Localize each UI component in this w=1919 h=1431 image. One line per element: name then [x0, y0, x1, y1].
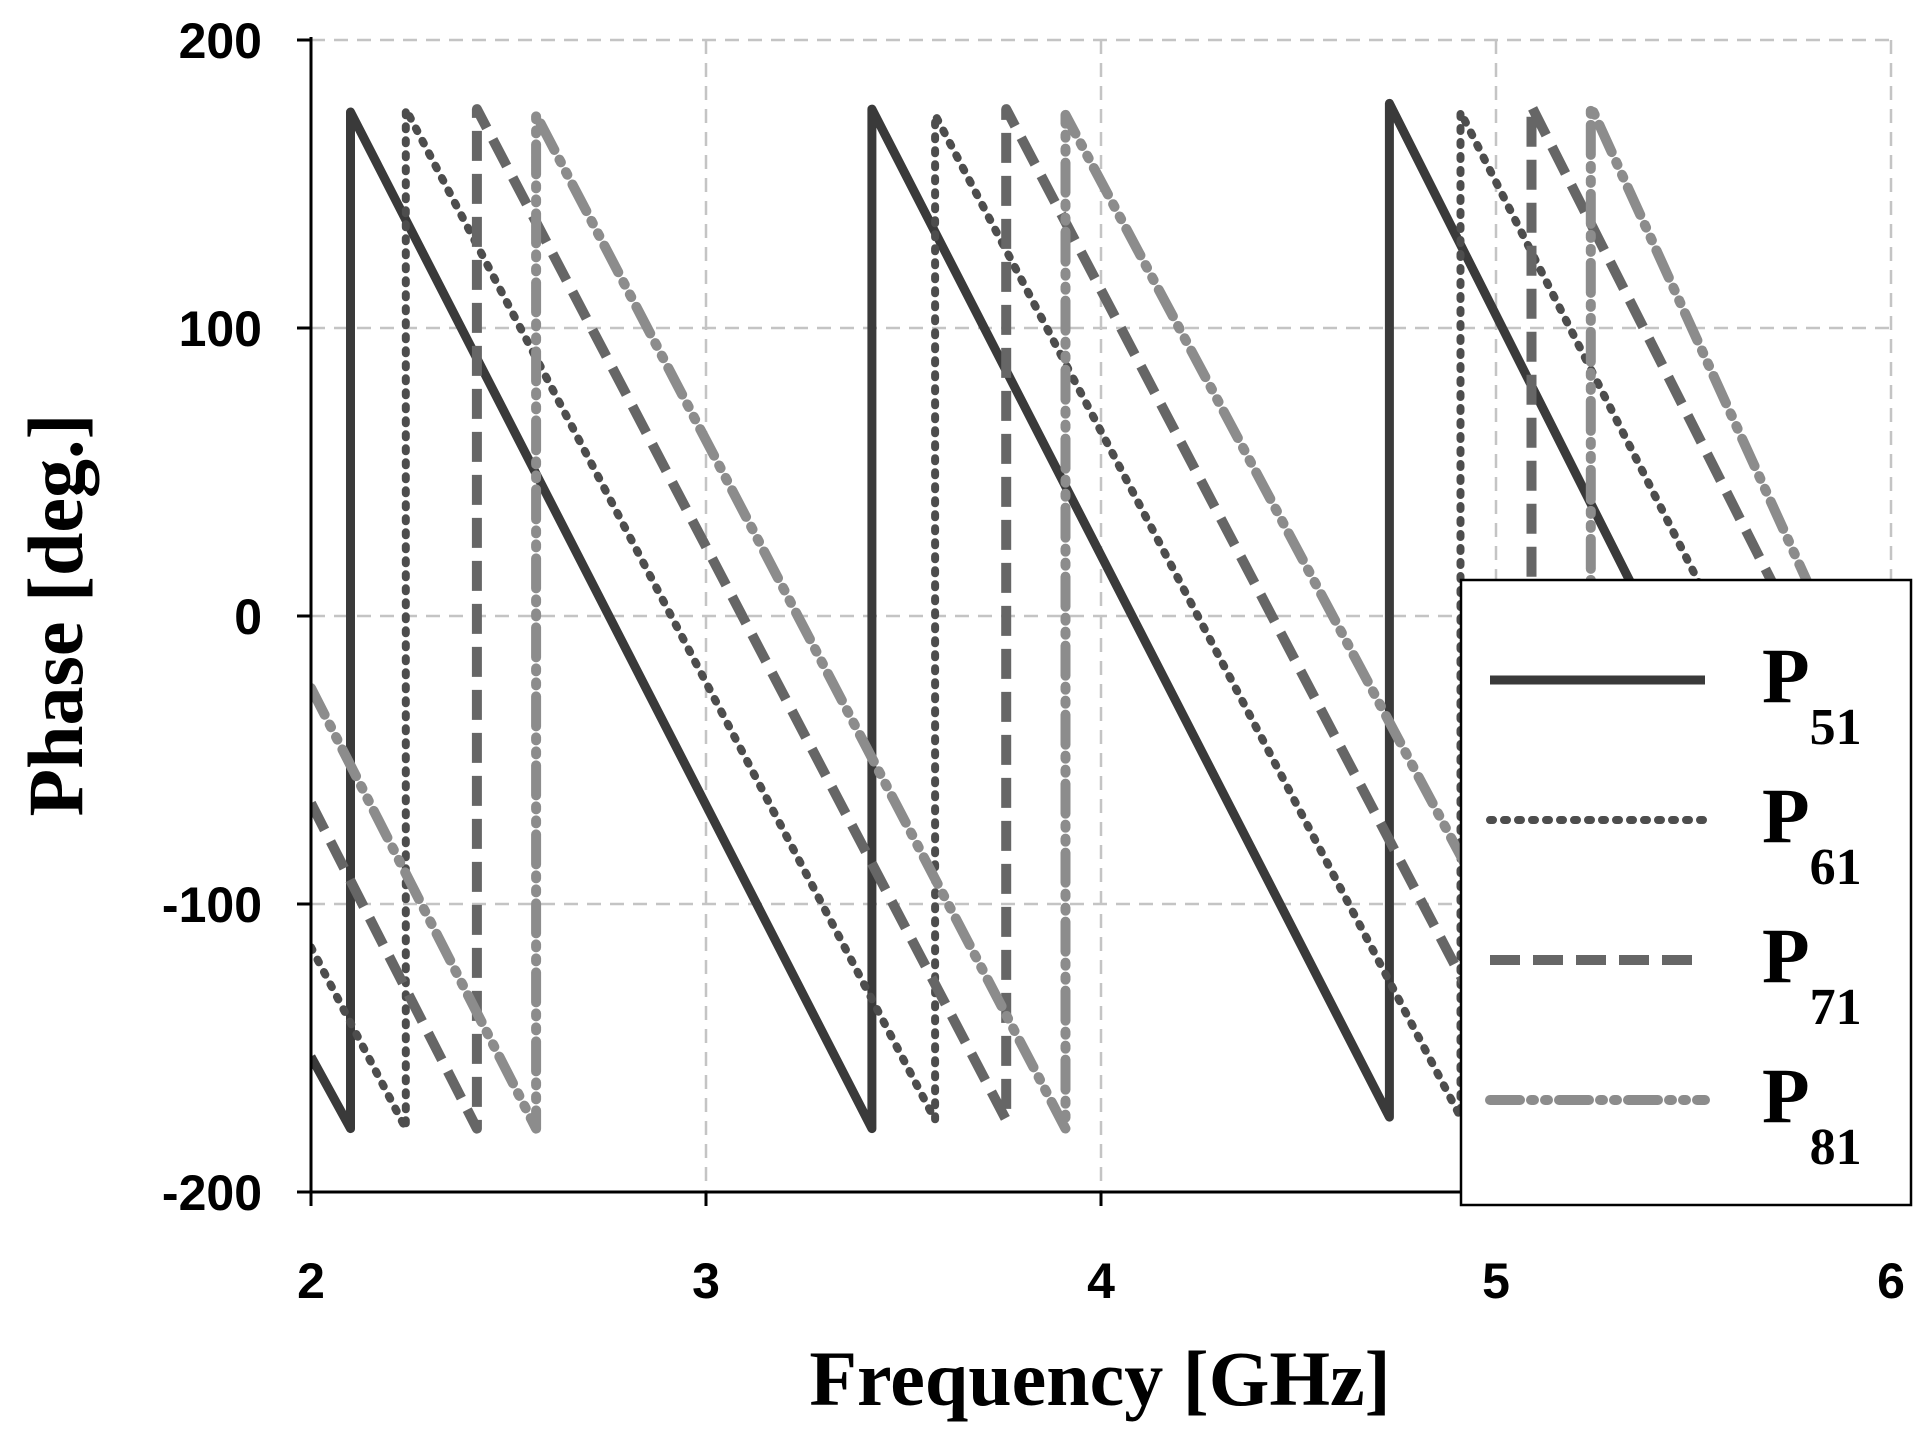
legend-label-letter: P [1762, 632, 1810, 719]
y-tick-label: 0 [234, 589, 262, 645]
x-tick-label: 3 [692, 1253, 720, 1309]
legend-label: P81 [1762, 1052, 1862, 1176]
y-tick-label: 100 [179, 301, 262, 357]
series-line-p51 [311, 98, 1891, 1134]
legend-label-letter: P [1762, 772, 1810, 859]
x-tick-label: 5 [1482, 1253, 1510, 1309]
legend-label-subscript: 81 [1810, 1119, 1862, 1176]
legend-label: P61 [1762, 772, 1862, 896]
y-tick-label: 200 [179, 13, 262, 69]
y-axis-title: Phase [deg.] [12, 414, 99, 817]
legend-label-subscript: 51 [1810, 699, 1862, 756]
series-line-p71 [311, 101, 1891, 1134]
tick-labels: 2 3 4 5 6 -200 -100 0 100 200 [162, 13, 1905, 1309]
legend-label-letter: P [1762, 1052, 1810, 1139]
legend-label-subscript: 61 [1810, 839, 1862, 896]
y-tick-label: -200 [162, 1165, 262, 1221]
legend-label: P51 [1762, 632, 1862, 756]
x-tick-label: 6 [1877, 1253, 1905, 1309]
series-line-p61 [311, 105, 1891, 1133]
legend-label-letter: P [1762, 912, 1810, 999]
series-line-p81 [311, 101, 1891, 1134]
x-tick-label: 4 [1087, 1253, 1115, 1309]
series-layer [311, 98, 1891, 1134]
legend-label: P71 [1762, 912, 1862, 1036]
x-axis-title: Frequency [GHz] [809, 1335, 1390, 1422]
legend-label-subscript: 71 [1810, 979, 1862, 1036]
x-tick-label: 2 [297, 1253, 325, 1309]
y-tick-label: -100 [162, 877, 262, 933]
